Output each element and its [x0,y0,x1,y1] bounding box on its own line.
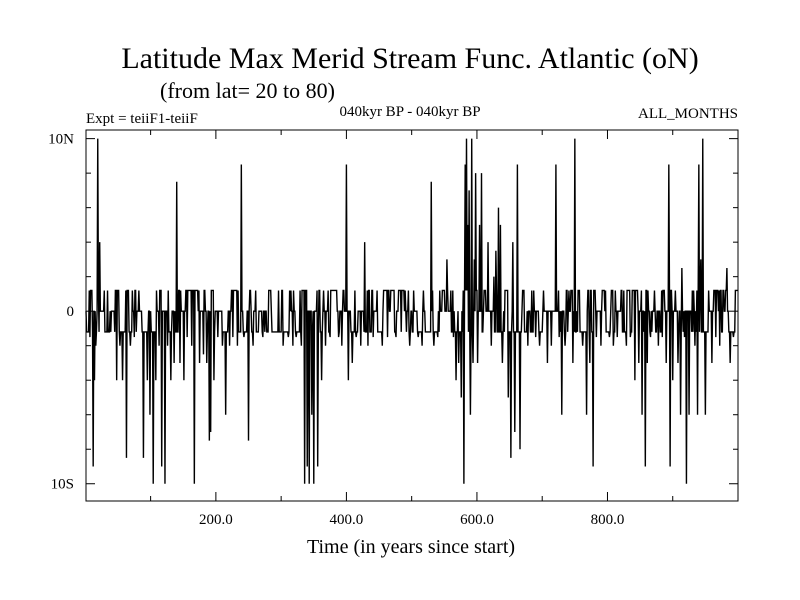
y-tick-label: 0 [67,304,75,320]
y-tick-label: 10N [48,132,74,148]
x-tick-label: 600.0 [460,512,494,528]
y-tick-label: 10S [51,477,74,493]
x-tick-label: 400.0 [330,512,364,528]
chart-subtitle: (from lat= 20 to 80) [160,78,335,103]
series-line [85,138,738,484]
chart-title: Latitude Max Merid Stream Func. Atlantic… [121,42,698,75]
x-tick-label: 800.0 [591,512,625,528]
annotation-period: 040kyr BP - 040kyr BP [339,104,480,120]
plot-area: 10N 0 10S 200.0 400.0 600.0 800.0 [48,129,739,528]
annotation-experiment: Expt = teiiF1-teiiF [86,111,198,127]
x-axis-label: Time (in years since start) [307,536,515,558]
x-tick-label: 200.0 [199,512,233,528]
annotation-months: ALL_MONTHS [638,106,738,122]
